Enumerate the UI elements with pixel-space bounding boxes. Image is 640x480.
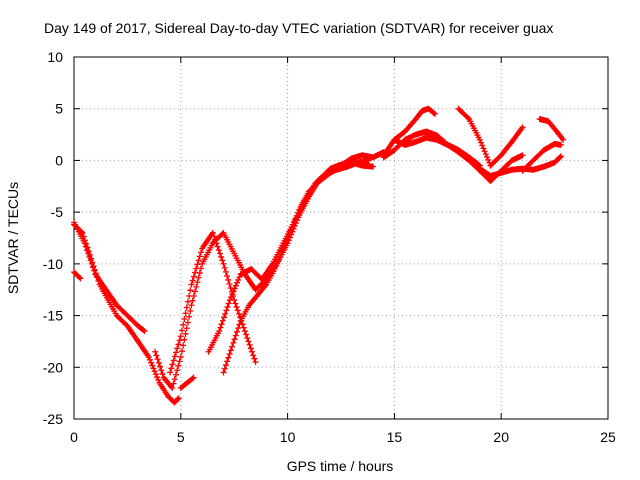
x-tick-label: 25 xyxy=(600,429,616,445)
y-tick-label: -25 xyxy=(43,411,63,427)
series-markers xyxy=(220,149,387,376)
series-track-3 xyxy=(71,269,84,282)
grid-lines xyxy=(74,57,608,419)
series-markers xyxy=(455,105,494,169)
series-track-6 xyxy=(205,157,372,355)
series-track-12 xyxy=(455,105,494,169)
series-markers xyxy=(71,269,84,282)
series-track-16 xyxy=(391,134,483,169)
series-track-7 xyxy=(220,149,387,376)
series-track-13 xyxy=(487,124,526,169)
y-tick-label: -10 xyxy=(43,256,63,272)
series-markers xyxy=(167,229,259,376)
data-series xyxy=(71,105,567,406)
series-track-2 xyxy=(71,219,148,335)
series-track-9 xyxy=(380,128,565,179)
plot-frame xyxy=(73,56,609,420)
series-track-5 xyxy=(167,229,259,376)
series-markers xyxy=(487,124,526,169)
x-axis-label: GPS time / hours xyxy=(287,458,394,474)
x-tick-label: 10 xyxy=(280,429,296,445)
series-track-8 xyxy=(177,374,197,391)
axis-ticks: 0 5 10 15 20 25 -25 -20 -15 -10 -5 0 5 10 xyxy=(43,49,616,445)
y-tick-label: 0 xyxy=(55,152,63,168)
series-markers xyxy=(205,157,372,355)
x-tick-label: 0 xyxy=(70,429,78,445)
series-markers xyxy=(519,140,565,174)
series-markers xyxy=(391,134,483,169)
y-tick-label: 5 xyxy=(55,101,63,117)
series-markers xyxy=(536,116,567,143)
y-tick-label: 10 xyxy=(47,49,63,65)
x-tick-label: 5 xyxy=(177,429,185,445)
series-track-14 xyxy=(519,140,565,174)
x-tick-label: 20 xyxy=(493,429,509,445)
series-markers xyxy=(71,219,148,335)
series-markers xyxy=(380,128,565,179)
chart-title: Day 149 of 2017, Sidereal Day-to-day VTE… xyxy=(44,20,553,36)
series-track-15 xyxy=(536,116,567,143)
series-markers xyxy=(177,374,197,391)
x-tick-label: 15 xyxy=(387,429,403,445)
y-tick-label: -5 xyxy=(51,204,64,220)
y-tick-label: -20 xyxy=(43,359,63,375)
y-axis-label: SDTVAR / TECUs xyxy=(5,182,21,294)
y-tick-label: -15 xyxy=(43,308,63,324)
